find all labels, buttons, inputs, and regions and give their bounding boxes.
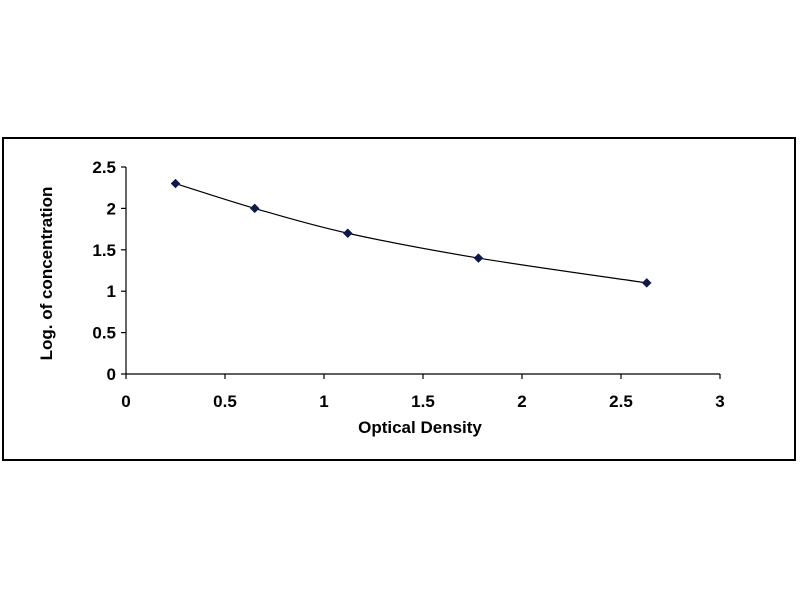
data-point-marker — [170, 178, 181, 189]
y-tick-label: 1 — [107, 282, 116, 301]
tick-labels: 0 0.5 1 1.5 2 2.5 0 0.5 1 1.5 2 2.5 3 — [92, 158, 724, 411]
y-tick-label: 1.5 — [92, 241, 116, 260]
x-tick-label: 2.5 — [609, 392, 633, 411]
axes — [121, 166, 721, 379]
x-tick-label: 1 — [319, 392, 328, 411]
y-tick-label: 0.5 — [92, 324, 116, 343]
data-point-marker — [249, 203, 260, 214]
data-point-marker — [641, 278, 652, 288]
x-axis-title: Optical Density — [358, 418, 482, 437]
data-point-marker — [473, 253, 484, 263]
chart-frame — [2, 137, 796, 461]
y-axis-title: Log. of concentration — [37, 187, 56, 361]
fitted-curve-line — [175, 182, 647, 284]
x-tick-label: 1.5 — [411, 392, 435, 411]
x-tick-label: 0.5 — [213, 392, 237, 411]
y-tick-label: 2 — [107, 199, 116, 218]
data-point-marker — [342, 228, 353, 239]
x-tick-label: 3 — [715, 392, 724, 411]
y-tick-label: 2.5 — [92, 158, 116, 177]
x-tick-label: 0 — [121, 392, 130, 411]
data-points — [170, 178, 652, 288]
y-tick-label: 0 — [107, 365, 116, 384]
x-tick-label: 2 — [517, 392, 526, 411]
